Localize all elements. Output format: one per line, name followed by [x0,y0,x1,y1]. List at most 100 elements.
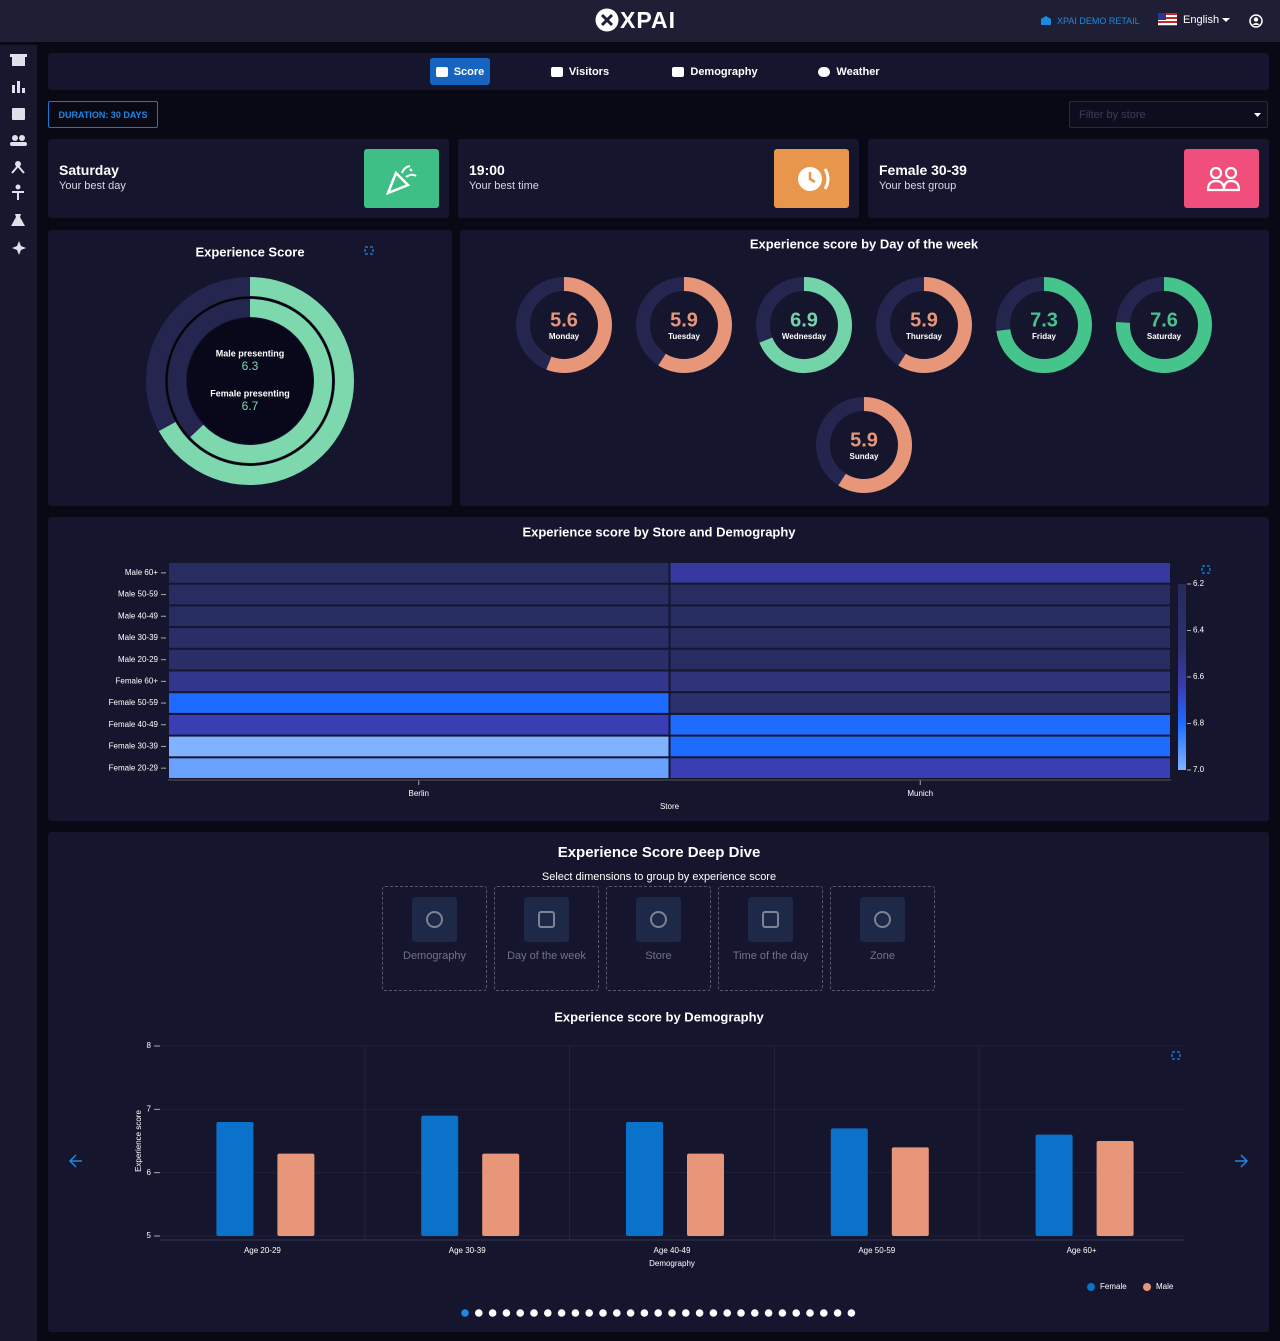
page-dot[interactable] [792,1309,800,1317]
page-dot[interactable] [778,1309,787,1317]
y-tick-label: 8 [147,1041,152,1050]
colorbar [1178,584,1186,770]
series-value: 6.3 [242,359,259,373]
x-tick-label: Munich [907,789,933,798]
gauge-label: Sunday [850,452,879,461]
y-tick-label: Male 60+ [125,568,158,577]
page-dot[interactable] [709,1309,718,1317]
page-dot[interactable] [530,1309,538,1317]
page-dot[interactable] [640,1309,649,1317]
expand-icon[interactable] [1171,1051,1181,1060]
dimension-icon [860,897,905,942]
page-dot[interactable] [488,1309,497,1317]
heat-cell [670,628,1170,648]
dimension-option[interactable]: Time of the day [718,886,823,991]
page-dot[interactable] [557,1309,566,1317]
heat-cell [169,758,669,778]
kpi-card: Female 30-39 Your best group [868,139,1269,218]
page-dot[interactable] [502,1309,511,1317]
page-dot[interactable] [613,1309,621,1317]
bar [216,1122,254,1236]
page-dot[interactable] [833,1309,842,1317]
gauge-arc [658,277,732,373]
tab[interactable]: Score [430,58,490,85]
tab[interactable]: Visitors [541,58,619,85]
expand-icon[interactable] [364,246,374,255]
party-icon [386,165,417,195]
tab-label: Visitors [568,65,610,78]
store-filter[interactable]: Filter by store [1069,101,1268,128]
dimension-label: Day of the week [507,950,586,962]
bar [1096,1141,1134,1236]
ring-arc [190,299,332,463]
page-dot[interactable] [516,1309,524,1317]
colorbar-tick-label: 6.8 [1193,719,1205,728]
tab[interactable]: Demography [665,58,765,85]
y-tick-label: Male 50-59 [118,590,159,599]
next-arrow[interactable] [1235,1154,1249,1168]
filter-placeholder: Filter by store [1079,109,1146,121]
heat-cell [169,606,669,627]
page-dot[interactable] [806,1309,814,1317]
heat-cell [169,628,669,648]
page-dot[interactable] [847,1309,856,1317]
gauge-value: 7.6 [1150,309,1178,331]
language-select[interactable]: English [1183,14,1220,26]
heat-cell [670,563,1170,583]
page-dot[interactable] [737,1309,745,1317]
tab-icon [550,66,563,77]
bar [830,1128,868,1236]
page-dot[interactable] [571,1309,580,1317]
heatmap-panel: Experience score by Store and Demography… [48,517,1269,821]
account-name[interactable]: XPAI DEMO RETAIL [1057,16,1140,26]
tab-label: Score [453,65,485,78]
page-dot[interactable] [668,1309,676,1317]
x-axis-title: Demography [649,1259,695,1268]
page-dot[interactable] [475,1309,483,1317]
page-dot[interactable] [682,1309,690,1317]
page-dot[interactable] [461,1309,469,1317]
legend-swatch [1087,1283,1095,1291]
dimension-option[interactable]: Demography [382,886,487,991]
duration-button[interactable]: DURATION: 30 DAYS [48,101,158,128]
card-icon [774,149,849,208]
gauge-arc [898,277,972,373]
gauge-arc [546,277,612,373]
user-icon[interactable] [1249,14,1263,28]
bar [421,1115,459,1236]
tab-icon [818,66,831,77]
page-dot[interactable] [723,1309,731,1317]
dimension-option[interactable]: Store [606,886,711,991]
ring-arc [158,277,354,485]
page-dot[interactable] [820,1309,828,1317]
page-dot[interactable] [626,1309,635,1317]
gauge-label: Friday [1032,332,1057,341]
top-bar: XPAI XPAI DEMO RETAIL English [0,0,1280,42]
y-tick-label: Female 20-29 [109,763,159,772]
dimension-option[interactable]: Zone [830,886,935,991]
page-dot[interactable] [544,1309,552,1317]
tab[interactable]: Weather [811,58,887,85]
expand-icon[interactable] [1201,565,1211,574]
page-dot[interactable] [764,1309,773,1317]
page-dot[interactable] [695,1309,704,1317]
clock-icon [798,167,830,191]
card-subtitle: Your best time [469,180,539,192]
previous-arrow[interactable] [68,1154,82,1168]
page-dot[interactable] [585,1309,593,1317]
gauge-label: Monday [549,332,580,341]
ring-divider [165,296,335,466]
card-subtitle: Your best group [879,180,957,192]
legend-swatch [1143,1283,1151,1291]
page-dot[interactable] [751,1309,759,1317]
gauge-label: Wednesday [782,332,827,341]
page-dot[interactable] [599,1309,607,1317]
y-axis-title: Experience score [134,1110,143,1172]
gauge-arc [1116,277,1212,373]
heat-cell [169,736,669,757]
bar [277,1153,315,1236]
y-tick-label: Female 60+ [116,676,159,685]
page-dot[interactable] [654,1309,662,1317]
dimension-option[interactable]: Day of the week [494,886,599,991]
kpi-card: 19:00 Your best time [458,139,859,218]
